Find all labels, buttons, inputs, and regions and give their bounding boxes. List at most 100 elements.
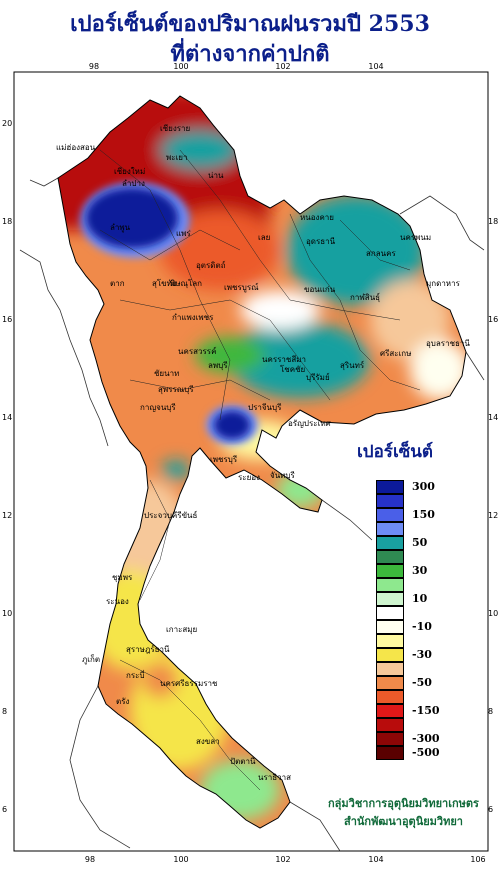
- top-tick-labels: 98 100 102 104: [89, 62, 384, 71]
- tick-right-10: 10: [488, 609, 498, 618]
- place-label: ลำพูน: [110, 223, 131, 233]
- legend-swatch: [376, 662, 404, 676]
- legend-label: -50: [412, 676, 432, 689]
- place-label: นครศรีธรรมราช: [160, 679, 218, 688]
- place-label: เชียงราย: [160, 124, 190, 133]
- place-label: ระนอง: [106, 597, 129, 606]
- place-label: สุรินทร์: [340, 360, 365, 370]
- legend-swatch: [376, 634, 404, 648]
- tick-bottom-102: 102: [275, 855, 290, 864]
- right-tick-labels: 18 16 14 12 10 8 6: [488, 217, 498, 814]
- place-label: อรัญประเทศ: [288, 419, 331, 428]
- legend-swatch: [376, 536, 404, 550]
- bottom-tick-labels: 98 100 102 104 106: [85, 855, 486, 864]
- neighbor-borders: [19, 177, 485, 852]
- tick-right-8: 8: [488, 707, 493, 716]
- legend-swatch: [376, 592, 404, 606]
- tick-right-6: 6: [488, 805, 493, 814]
- place-label: แพร่: [176, 229, 191, 238]
- credit-line-2: สำนักพัฒนาอุตุนิยมวิทยา: [344, 815, 463, 828]
- tick-bottom-98: 98: [85, 855, 95, 864]
- place-label: เกาะสมุย: [166, 625, 197, 634]
- tick-bottom-104: 104: [368, 855, 383, 864]
- legend-swatch: [376, 648, 404, 662]
- legend-swatch: [376, 690, 404, 704]
- legend-label: -10: [412, 620, 432, 633]
- place-label: นครสวรรค์: [178, 346, 216, 356]
- place-label: สุโขทัย: [152, 278, 177, 288]
- tick-right-12: 12: [488, 511, 498, 520]
- left-tick-labels: 20 18 16 14 12 10 8 6: [2, 119, 12, 814]
- legend-label: 150: [412, 508, 435, 521]
- legend-swatch: [376, 732, 404, 746]
- legend-swatch: [376, 620, 404, 634]
- place-label: หนองคาย: [300, 213, 334, 222]
- legend-swatch: [376, 494, 404, 508]
- legend-title: เปอร์เซ็นต์: [357, 442, 433, 462]
- place-label: ตรัง: [116, 697, 129, 706]
- place-label: ขอนแก่น: [304, 285, 336, 294]
- place-label: กระบี่: [126, 669, 145, 680]
- tick-left-8: 8: [2, 707, 7, 716]
- place-label: บุรีรัมย์: [306, 372, 330, 382]
- legend-label: 30: [412, 564, 428, 577]
- legend-swatch: [376, 676, 404, 690]
- place-label: กำแพงเพชร: [172, 313, 214, 322]
- legend-swatch: [376, 550, 404, 564]
- place-labels: เชียงราย แม่ฮ่องสอน เชียงใหม่ ลำปาง พะเย…: [56, 124, 470, 782]
- legend-swatch: [376, 564, 404, 578]
- place-label: สงขลา: [196, 737, 220, 746]
- place-label: ปัตตานี: [230, 757, 256, 766]
- place-label: เลย: [258, 233, 270, 242]
- place-label: เพชรบูรณ์: [224, 282, 259, 293]
- tick-left-12: 12: [2, 511, 12, 520]
- legend-swatch: [376, 508, 404, 522]
- legend-swatch: [376, 704, 404, 718]
- place-label: ประจวบคีรีขันธ์: [144, 510, 198, 520]
- tick-left-20: 20: [2, 119, 12, 128]
- place-label: พะเยา: [166, 153, 187, 162]
- place-label: กาญจนบุรี: [140, 403, 176, 412]
- place-label: เชียงใหม่: [114, 167, 145, 176]
- legend-swatch: [376, 480, 404, 494]
- tick-right-18: 18: [488, 217, 498, 226]
- place-label: ศรีสะเกษ: [380, 349, 411, 358]
- place-label: กาฬสินธุ์: [350, 292, 380, 302]
- tick-top-98: 98: [89, 62, 99, 71]
- tick-right-16: 16: [488, 315, 498, 324]
- place-label: มุกดาหาร: [426, 279, 461, 288]
- place-label: โชคชัย: [280, 364, 305, 374]
- legend-label: -150: [412, 704, 440, 717]
- place-label: ชัยนาท: [154, 369, 179, 378]
- place-label: นราธิวาส: [258, 773, 291, 782]
- legend-swatch: [376, 522, 404, 536]
- legend-swatch: [376, 718, 404, 732]
- tick-right-14: 14: [488, 413, 498, 422]
- tick-top-102: 102: [275, 62, 290, 71]
- place-label: สกลนคร: [366, 249, 396, 258]
- tick-top-100: 100: [173, 62, 188, 71]
- legend-swatch: [376, 606, 404, 620]
- place-label: อุดรธานี: [306, 237, 336, 246]
- place-label: อุบลราชธานี: [426, 339, 470, 348]
- map-title-line-2: ที่ต่างจากค่าปกติ: [170, 41, 330, 67]
- place-label: ลพบุรี: [208, 361, 228, 370]
- legend-label: -500: [412, 746, 440, 759]
- credit-line-1: กลุ่มวิชาการอุตุนิยมวิทยาเกษตร: [328, 797, 479, 810]
- tick-left-6: 6: [2, 805, 7, 814]
- legend-swatch: [376, 578, 404, 592]
- place-label: สุพรรณบุรี: [158, 385, 194, 394]
- place-label: ระยอง: [238, 473, 260, 482]
- place-label: ภูเก็ต: [82, 654, 100, 665]
- place-label: นครราชสีมา: [262, 355, 306, 364]
- tick-left-16: 16: [2, 315, 12, 324]
- place-label: สุราษฎร์ธานี: [126, 644, 170, 654]
- map-title-line-1: เปอร์เซ็นต์ของปริมาณฝนรวมปี 2553: [70, 11, 430, 37]
- place-label: พิษณุโลก: [170, 278, 202, 288]
- place-label: อุตรดิตถ์: [196, 260, 226, 270]
- place-label: จันทบุรี: [270, 471, 296, 480]
- place-label: ชุมพร: [112, 573, 133, 582]
- place-label: ปราจีนบุรี: [248, 403, 282, 412]
- tick-bottom-100: 100: [173, 855, 188, 864]
- legend-label: -300: [412, 732, 440, 745]
